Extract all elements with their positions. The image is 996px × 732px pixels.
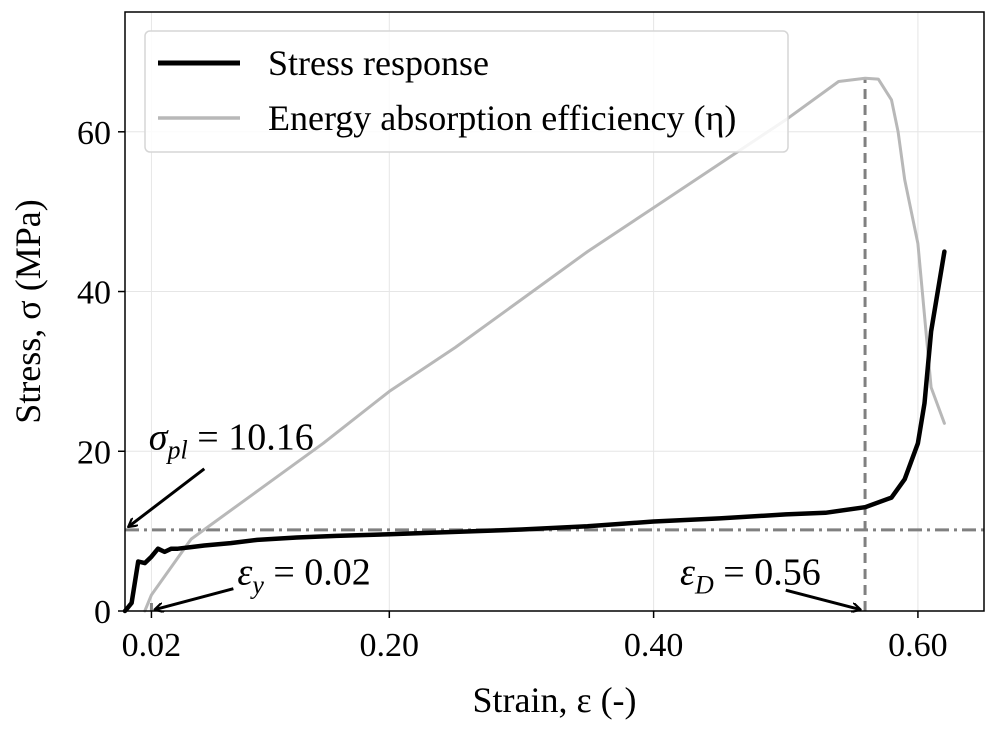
energy-efficiency-line [143, 76, 946, 613]
series-layer [122, 76, 947, 614]
annotation-value: = 10.16 [188, 417, 314, 459]
x-axis-title: Strain, ε (-) [472, 680, 636, 720]
legend-box [144, 30, 789, 153]
x-tick-label: 0.02 [122, 627, 182, 664]
x-tick-label: 0.60 [888, 627, 948, 664]
annotation-subscript: y [249, 571, 264, 600]
legend-label-stress: Stress response [268, 43, 489, 83]
y-axis-title: Stress, σ (MPa) [8, 199, 48, 423]
x-tick-label: 0.40 [624, 627, 684, 664]
annotation-sigma-pl: σpl = 10.16 [149, 417, 314, 465]
annotation-epsilon-y: εy = 0.02 [237, 552, 370, 600]
annotation-subscript: pl [166, 436, 188, 465]
annotation-symbol: σ [149, 417, 169, 459]
annotation-symbol: ε [237, 552, 252, 594]
legend: Stress response Energy absorption efficie… [144, 30, 789, 153]
axis-ticks: 0.02 0.20 0.40 0.60 0 20 40 60 [77, 115, 948, 664]
annotation-value: = 0.56 [714, 552, 821, 594]
annotation-symbol: ε [680, 552, 695, 594]
annotation-subscript: D [694, 571, 714, 600]
stress-response-line [122, 249, 947, 614]
x-tick-label: 0.20 [360, 627, 420, 664]
annotation-epsilon-d: εD = 0.56 [680, 552, 821, 600]
annotation-arrow-sigma-pl [129, 467, 206, 527]
annotation-arrow-epsilon-y [155, 587, 234, 610]
annotation-value: = 0.02 [264, 552, 371, 594]
y-tick-label: 60 [77, 115, 111, 152]
reference-lines [125, 78, 984, 611]
annotation-arrow-epsilon-d [785, 588, 860, 609]
legend-label-efficiency: Energy absorption efficiency (η) [268, 98, 736, 138]
y-tick-label: 0 [94, 594, 111, 631]
plot-frame [124, 11, 985, 612]
y-tick-label: 20 [77, 434, 111, 471]
y-tick-label: 40 [77, 275, 111, 312]
